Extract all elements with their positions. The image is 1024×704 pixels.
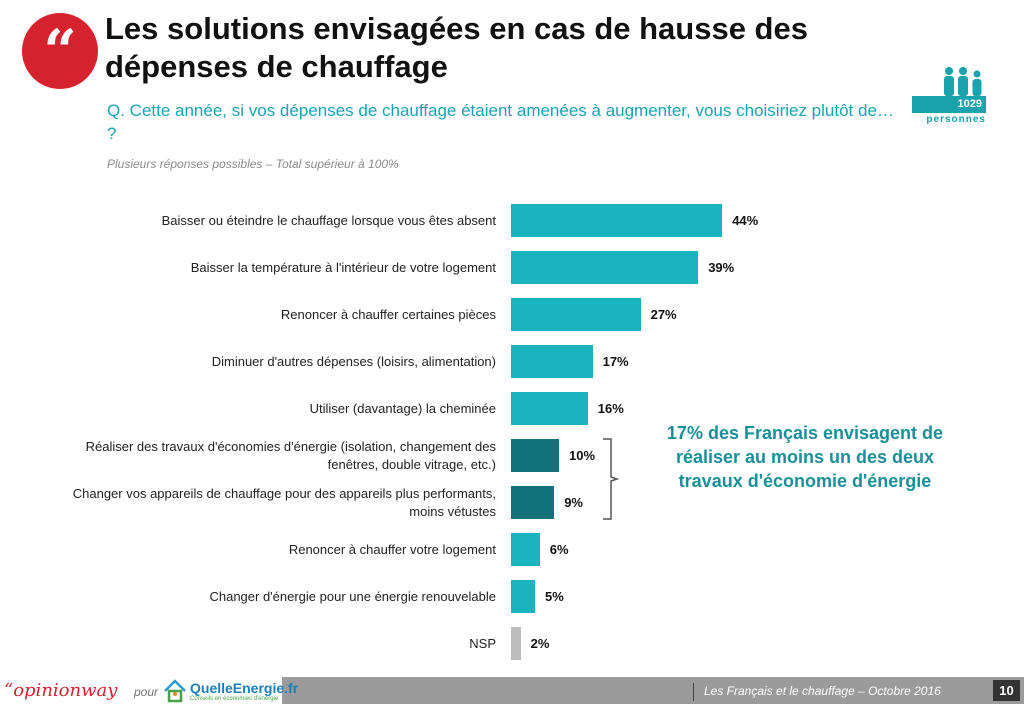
bar <box>511 298 641 331</box>
value-label: 39% <box>708 260 735 275</box>
quelleenergie-tagline: Conseils en économies d'énergie <box>190 696 279 702</box>
bar <box>511 533 540 566</box>
value-label: 10% <box>569 448 596 463</box>
footer-divider <box>693 683 694 701</box>
value-label: 17% <box>602 354 629 369</box>
value-label: 6% <box>549 542 569 557</box>
bar <box>511 345 593 378</box>
value-label: 5% <box>545 589 564 604</box>
category-label: NSP <box>469 635 496 651</box>
value-label: 9% <box>564 495 583 510</box>
quelleenergie-logo: QuelleEnergie.fr <box>190 680 299 696</box>
opinionway-logo: “opinionway <box>4 680 118 701</box>
quote-icon: “ <box>22 13 98 89</box>
footer-pour: pour <box>134 685 159 699</box>
footer-brand-area <box>0 677 282 704</box>
sample-size-badge: 1029 personnes <box>912 66 986 128</box>
response-note: Plusieurs réponses possibles – Total sup… <box>107 157 399 171</box>
bar <box>511 486 555 519</box>
sample-count: 1029 <box>912 96 986 113</box>
category-label: Utiliser (davantage) la cheminée <box>309 400 496 416</box>
value-label: 16% <box>597 401 624 416</box>
page-title: Les solutions envisagées en cas de hauss… <box>105 11 808 84</box>
bar <box>511 580 535 613</box>
category-label: Renoncer à chauffer certaines pièces <box>280 306 496 322</box>
bar <box>511 392 588 425</box>
footer-caption: Les Français et le chauffage – Octobre 2… <box>704 684 941 698</box>
category-label: Baisser ou éteindre le chauffage lorsque… <box>161 212 496 228</box>
category-label: Renoncer à chauffer votre logement <box>288 541 496 557</box>
category-label: Diminuer d'autres dépenses (loisirs, ali… <box>211 353 496 369</box>
sample-label: personnes <box>926 114 986 125</box>
category-label: Réaliser des travaux d'économies d'énerg… <box>85 438 496 472</box>
bar <box>511 204 723 237</box>
value-label: 44% <box>732 213 759 228</box>
bracket-icon <box>603 438 620 520</box>
callout-text: 17% des Français envisagent de réaliser … <box>666 423 944 491</box>
bar <box>511 439 559 472</box>
category-label: Changer vos appareils de chauffage pour … <box>72 485 496 519</box>
category-label: Changer d'énergie pour une énergie renou… <box>209 588 496 604</box>
house-icon <box>164 679 186 703</box>
bar <box>511 251 699 284</box>
people-icon <box>944 67 982 96</box>
survey-question: Q. Cette année, si vos dépenses de chauf… <box>107 101 894 143</box>
value-label: 27% <box>650 307 677 322</box>
category-label: Baisser la température à l'intérieur de … <box>190 259 496 275</box>
bar <box>511 627 521 660</box>
value-label: 2% <box>530 636 550 651</box>
page-number: 10 <box>993 680 1020 701</box>
